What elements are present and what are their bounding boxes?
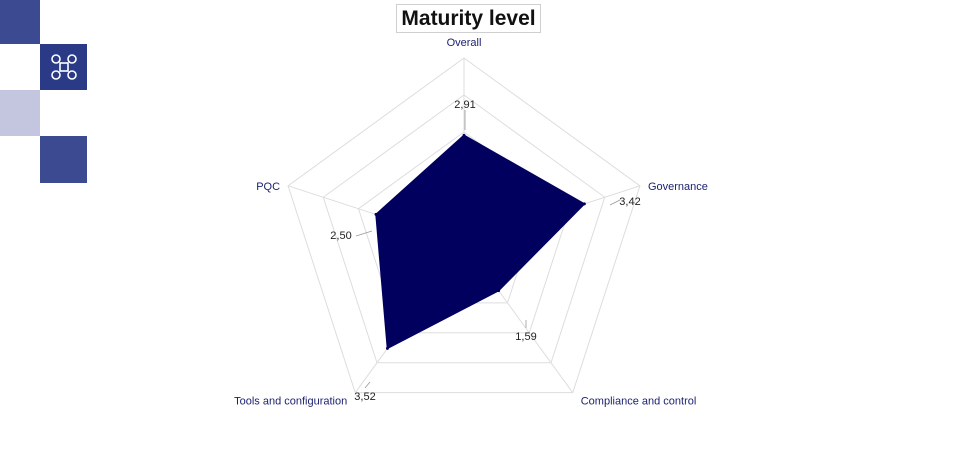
axis-label-4: PQC xyxy=(256,181,280,193)
grid-ring-4 xyxy=(322,94,606,364)
value-label-4: 2,50 xyxy=(330,230,351,242)
value-label-0: 2,91 xyxy=(454,99,475,111)
radar-labels: Overall Governance Compliance and control T… xyxy=(234,37,708,408)
data-point-1 xyxy=(582,202,586,206)
value-label-1: 3,42 xyxy=(619,196,640,208)
value-label-3: 3,52 xyxy=(354,391,375,403)
axis-label-3: Tools and configuration xyxy=(234,396,347,408)
decor-square-light xyxy=(0,90,40,136)
decor-square-logo xyxy=(40,44,87,90)
data-point-4 xyxy=(374,212,378,216)
grid-ring-5 xyxy=(287,57,641,394)
decor-square-top xyxy=(0,0,40,44)
data-point-0 xyxy=(462,133,466,137)
value-leader-3 xyxy=(364,381,371,389)
value-leader-4 xyxy=(355,230,373,237)
value-label-2: 1,59 xyxy=(515,331,536,343)
data-point-2 xyxy=(497,289,501,293)
axis-label-2: Compliance and control xyxy=(581,396,697,408)
decor-square-bottom xyxy=(40,136,87,183)
command-key-icon xyxy=(51,54,77,80)
data-point-3 xyxy=(385,346,389,350)
series-area xyxy=(375,134,586,350)
value-leader-1 xyxy=(609,199,621,206)
axis-label-1: Governance xyxy=(648,181,708,193)
chart-title: Maturity level xyxy=(396,4,541,33)
axis-label-0: Overall xyxy=(447,37,482,49)
radar-series xyxy=(374,133,586,350)
